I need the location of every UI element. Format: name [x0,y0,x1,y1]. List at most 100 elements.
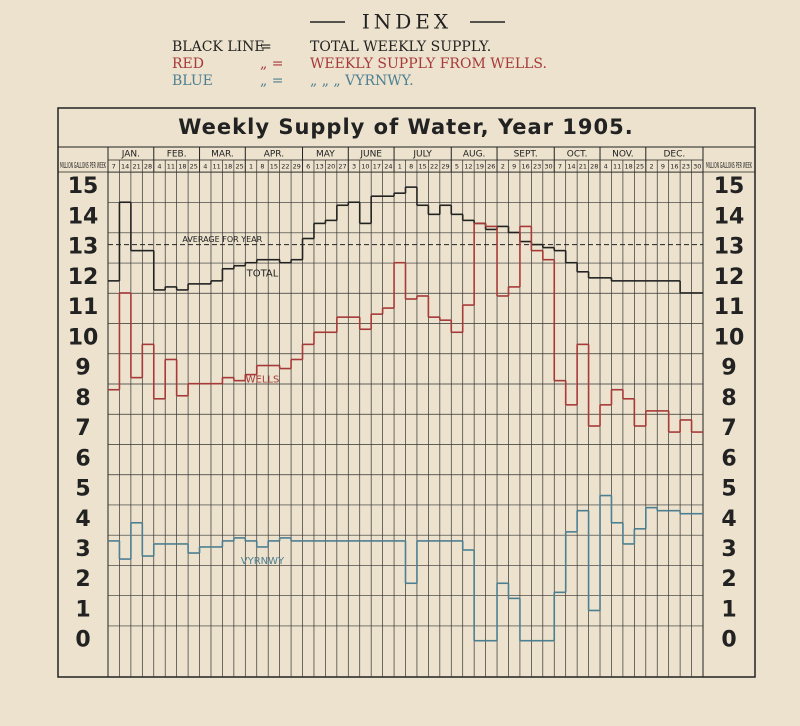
index-title: INDEX [362,10,452,34]
y-tick-label: 8 [721,386,736,411]
week-label: 2 [501,163,505,171]
week-label: 21 [132,163,140,171]
y-tick-label: 6 [75,446,90,471]
week-label: 7 [112,163,116,171]
week-label: 12 [464,163,472,171]
week-label: 9 [512,163,516,171]
week-label: 26 [487,163,495,171]
week-label: 3 [352,163,356,171]
week-label: 15 [270,163,278,171]
index-sign: = [260,39,272,55]
index-label: RED [172,56,204,72]
week-label: 11 [167,163,175,171]
week-label: 7 [558,163,562,171]
week-label: 10 [361,163,369,171]
week-label: 16 [522,163,530,171]
week-label: 17 [373,163,381,171]
axis-label: MILLION GALLONS PER WEEK [706,161,752,170]
index-text: „ „ „ VYRNWY. [310,73,414,89]
week-label: 15 [419,163,427,171]
y-tick-label: 12 [714,265,745,290]
y-tick-label: 6 [721,446,736,471]
week-label: 21 [579,163,587,171]
week-label: 25 [235,163,243,171]
week-label: 1 [398,163,402,171]
week-label: 23 [682,163,690,171]
y-tick-label: 0 [721,628,736,653]
index-label: BLACK LINE [172,39,265,55]
axis-label: MILLION GALLONS PER WEEK [60,161,106,170]
y-tick-label: 7 [75,416,90,441]
frame [57,107,756,678]
month-label: DEC. [664,150,686,160]
week-label: 13 [316,163,324,171]
week-label: 29 [293,163,301,171]
week-label: 4 [203,163,207,171]
y-tick-label: 15 [68,174,99,199]
y-tick-label: 11 [714,295,745,320]
index-sign: „ = [260,56,283,72]
index-text: WEEKLY SUPPLY FROM WELLS. [310,56,547,72]
week-label: 8 [260,163,264,171]
average-label: AVERAGE FOR YEAR [182,235,262,244]
week-label: 14 [567,163,575,171]
week-label: 30 [544,163,552,171]
y-tick-label: 15 [714,174,745,199]
y-tick-label: 1 [721,597,736,622]
index-label: BLUE [172,73,213,89]
week-label: 22 [281,163,289,171]
week-label: 30 [693,163,701,171]
y-tick-label: 9 [721,356,736,381]
week-label: 4 [604,163,608,171]
y-tick-label: 1 [75,597,90,622]
week-label: 23 [533,163,541,171]
month-label: OCT. [567,150,588,160]
week-label: 11 [613,163,621,171]
week-label: 14 [121,163,129,171]
y-tick-label: 11 [68,295,99,320]
month-label: JAN. [121,150,140,160]
week-label: 5 [455,163,459,171]
week-label: 25 [636,163,644,171]
chart-title: Weekly Supply of Water, Year 1905. [178,115,634,139]
month-label: APR. [264,150,284,160]
week-label: 2 [649,163,653,171]
month-label: MAY [316,150,335,160]
week-label: 1 [249,163,253,171]
series-label: VYRNWY [241,556,285,567]
index-sign: „ = [260,73,283,89]
week-label: 28 [590,163,598,171]
week-label: 24 [384,163,392,171]
y-tick-label: 10 [68,325,99,350]
y-tick-label: 10 [714,325,745,350]
week-label: 19 [476,163,484,171]
y-tick-label: 3 [75,537,90,562]
y-tick-label: 13 [714,235,745,260]
month-label: NOV. [612,150,634,160]
y-tick-label: 13 [68,235,99,260]
month-label: MAR. [211,150,234,160]
y-tick-label: 14 [714,204,745,229]
month-label: JULY [412,150,432,160]
y-tick-label: 2 [75,567,90,592]
index-text: TOTAL WEEKLY SUPPLY. [310,39,491,55]
week-label: 22 [430,163,438,171]
y-tick-label: 0 [75,628,90,653]
week-label: 6 [306,163,310,171]
week-label: 4 [157,163,161,171]
month-label: JUNE [359,150,382,160]
month-label: AUG. [463,150,486,160]
week-label: 18 [224,163,232,171]
week-label: 27 [338,163,346,171]
y-tick-label: 5 [721,477,736,502]
y-tick-label: 2 [721,567,736,592]
y-tick-label: 3 [721,537,736,562]
week-label: 16 [670,163,678,171]
y-tick-label: 12 [68,265,99,290]
y-tick-label: 4 [75,507,90,532]
series-label: WELLS [246,375,280,386]
week-label: 11 [213,163,221,171]
week-label: 18 [624,163,632,171]
week-label: 29 [441,163,449,171]
y-tick-label: 8 [75,386,90,411]
